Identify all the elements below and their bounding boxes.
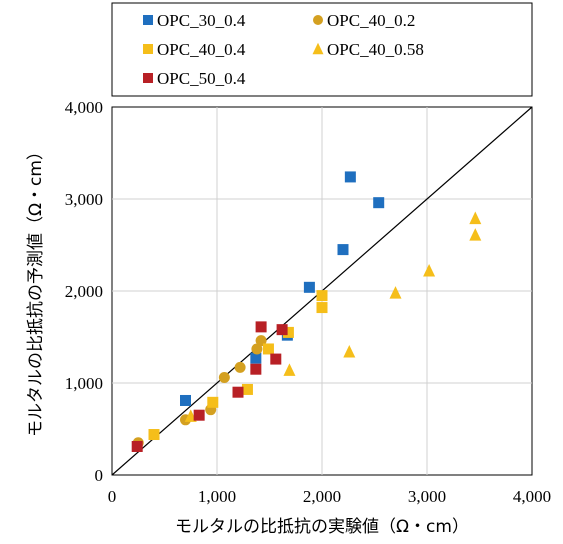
data-point: [282, 326, 294, 338]
data-point: [207, 396, 219, 408]
legend-label: OPC_50_0.4: [157, 69, 246, 88]
legend-item: OPC_40_0.2: [313, 11, 415, 30]
data-point: [251, 343, 263, 355]
data-point: [234, 361, 246, 373]
legend-label: OPC_40_0.2: [327, 11, 415, 30]
x-axis-title: モルタルの比抵抗の実験値（Ω・cm）: [175, 517, 469, 537]
data-point: [255, 321, 267, 333]
data-point: [423, 263, 436, 277]
x-tick-label: 2,000: [303, 487, 341, 506]
data-point: [373, 197, 385, 209]
data-point: [276, 324, 288, 336]
legend-item: OPC_40_0.58: [312, 40, 424, 59]
data-point: [343, 344, 356, 358]
legend-label: OPC_40_0.4: [157, 40, 246, 59]
y-tick-label: 4,000: [65, 98, 103, 117]
legend-item: OPC_30_0.4: [143, 11, 246, 30]
x-tick-label: 4,000: [513, 487, 551, 506]
data-point: [232, 386, 244, 398]
data-point: [469, 228, 482, 241]
data-point: [316, 290, 328, 302]
data-point: [193, 409, 205, 421]
data-point: [344, 171, 356, 183]
y-tick-label: 0: [95, 466, 104, 485]
data-point: [337, 244, 349, 256]
data-point: [316, 302, 328, 314]
data-point: [270, 353, 282, 365]
legend: OPC_30_0.4 OPC_40_0.2 OPC_40_0.4 OPC_40_0.5…: [111, 2, 533, 97]
data-point: [389, 286, 402, 299]
legend-item: OPC_40_0.4: [143, 40, 246, 59]
legend-marker: [143, 15, 153, 25]
data-point: [469, 211, 482, 225]
y-axis-title: モルタルの比抵抗の予測値（Ω・cm）: [26, 143, 46, 437]
x-tick-label: 3,000: [408, 487, 446, 506]
x-tick-label: 1,000: [198, 487, 236, 506]
data-point: [303, 281, 315, 293]
x-tick-label: 0: [108, 487, 117, 506]
plot-area: [111, 106, 533, 476]
legend-label: OPC_40_0.58: [327, 40, 424, 59]
data-point: [241, 383, 253, 395]
y-tick-label: 1,000: [65, 374, 103, 393]
data-point: [262, 343, 274, 355]
data-point: [148, 429, 160, 441]
legend-marker: [143, 73, 153, 83]
data-point: [180, 394, 191, 406]
data-point: [131, 440, 143, 452]
legend-marker: [313, 15, 323, 25]
data-point: [283, 363, 296, 376]
legend-marker: [312, 42, 324, 55]
y-tick-label: 2,000: [65, 282, 103, 301]
data-point: [218, 371, 230, 383]
legend-item: OPC_50_0.4: [143, 69, 246, 88]
data-point: [250, 352, 262, 364]
data-point: [250, 363, 262, 375]
legend-marker: [143, 44, 153, 54]
data-point: [255, 335, 267, 347]
y-tick-label: 3,000: [65, 190, 103, 209]
legend-label: OPC_30_0.4: [157, 11, 246, 30]
